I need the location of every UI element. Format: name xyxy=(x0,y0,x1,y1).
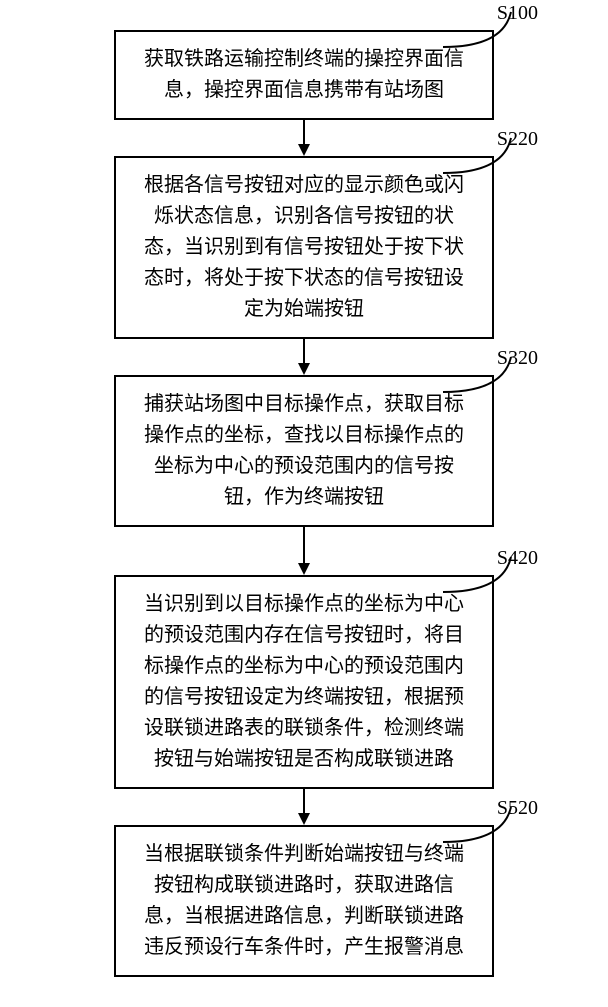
box-text: 获取铁路运输控制终端的操控界面信息，操控界面信息携带有站场图 xyxy=(144,48,464,101)
box-text: 根据各信号按钮对应的显示颜色或闪烁状态信息，识别各信号按钮的状态，当识别到有信号… xyxy=(144,174,464,320)
box-text: 捕获站场图中目标操作点，获取目标操作点的坐标，查找以目标操作点的坐标为中心的预设… xyxy=(144,393,464,508)
box-text: 当识别到以目标操作点的坐标为中心的预设范围内存在信号按钮时，将目标操作点的坐标为… xyxy=(144,593,464,770)
flowchart-step: 当识别到以目标操作点的坐标为中心的预设范围内存在信号按钮时，将目标操作点的坐标为… xyxy=(20,575,588,789)
step-label: S220 xyxy=(497,128,538,151)
step-label: S100 xyxy=(497,2,538,25)
flowchart-step: 获取铁路运输控制终端的操控界面信息，操控界面信息携带有站场图 S100 xyxy=(20,30,588,120)
step-label: S420 xyxy=(497,547,538,570)
flowchart-box: 根据各信号按钮对应的显示颜色或闪烁状态信息，识别各信号按钮的状态，当识别到有信号… xyxy=(114,156,494,339)
flowchart-box: 当识别到以目标操作点的坐标为中心的预设范围内存在信号按钮时，将目标操作点的坐标为… xyxy=(114,575,494,789)
flowchart-step: 当根据联锁条件判断始端按钮与终端按钮构成联锁进路时，获取进路信息，当根据进路信息… xyxy=(20,825,588,977)
flowchart-container: 获取铁路运输控制终端的操控界面信息，操控界面信息携带有站场图 S100 根据各信… xyxy=(20,30,588,977)
flowchart-box: 获取铁路运输控制终端的操控界面信息，操控界面信息携带有站场图 xyxy=(114,30,494,120)
flowchart-box: 当根据联锁条件判断始端按钮与终端按钮构成联锁进路时，获取进路信息，当根据进路信息… xyxy=(114,825,494,977)
flowchart-step: 捕获站场图中目标操作点，获取目标操作点的坐标，查找以目标操作点的坐标为中心的预设… xyxy=(20,375,588,527)
flowchart-step: 根据各信号按钮对应的显示颜色或闪烁状态信息，识别各信号按钮的状态，当识别到有信号… xyxy=(20,156,588,339)
box-text: 当根据联锁条件判断始端按钮与终端按钮构成联锁进路时，获取进路信息，当根据进路信息… xyxy=(144,843,464,958)
step-label: S520 xyxy=(497,797,538,820)
step-label: S320 xyxy=(497,347,538,370)
flowchart-box: 捕获站场图中目标操作点，获取目标操作点的坐标，查找以目标操作点的坐标为中心的预设… xyxy=(114,375,494,527)
